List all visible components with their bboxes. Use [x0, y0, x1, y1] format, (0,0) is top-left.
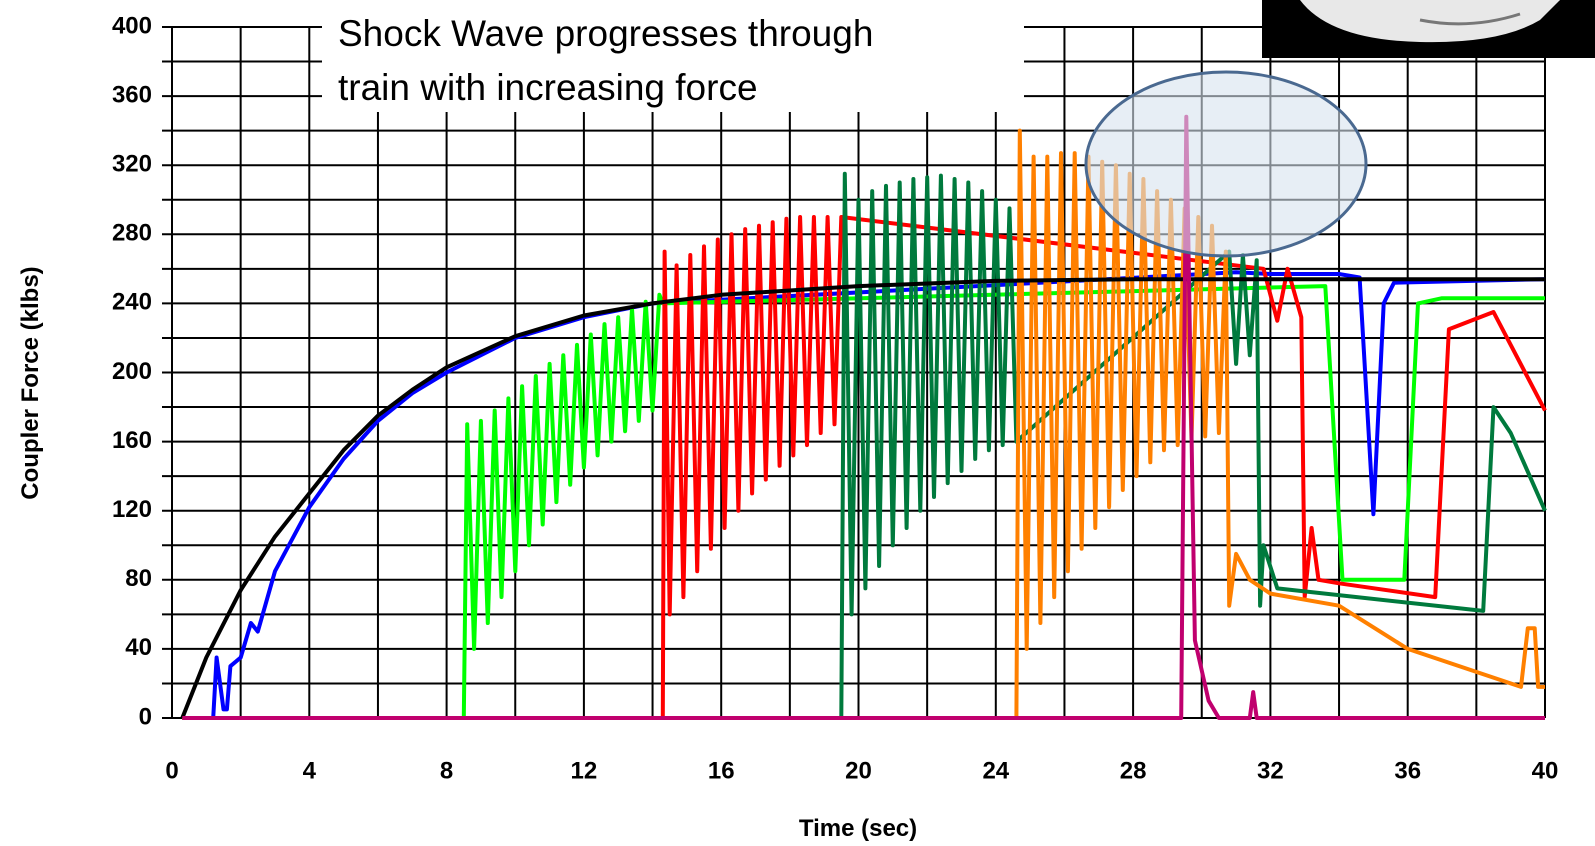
x-tick-label: 4 [303, 757, 317, 784]
highlight-ellipse [1084, 70, 1368, 258]
x-tick-label: 32 [1257, 757, 1284, 784]
data-line [182, 128, 1545, 720]
data-line [182, 114, 1545, 720]
y-tick-label: 80 [125, 565, 152, 592]
axes: 0 4 8 12 16 20 24 28 32 36 40040801201602002402803… [112, 12, 1558, 784]
x-tick-label: 24 [982, 757, 1009, 784]
y-tick-label: 400 [112, 12, 152, 39]
x-tick-label: 8 [440, 757, 453, 784]
y-tick-label: 360 [112, 81, 152, 108]
annotation-line: Shock Wave progresses through [338, 13, 873, 54]
y-tick-label: 280 [112, 220, 152, 247]
y-tick-label: 40 [125, 634, 152, 661]
y-axis-title: Coupler Force (klbs) [17, 266, 44, 499]
x-tick-label: 36 [1394, 757, 1421, 784]
data-line [182, 215, 1547, 720]
x-tick-label: 12 [571, 757, 598, 784]
x-tick-label: 16 [708, 757, 735, 784]
y-tick-label: 120 [112, 496, 152, 523]
y-tick-label: 160 [112, 427, 152, 454]
data-line [180, 277, 1545, 719]
data-line [182, 171, 1547, 720]
plot-lines [180, 114, 1547, 720]
annotation-box [322, 0, 1024, 112]
corner-image [1262, 0, 1595, 58]
y-tick-label: 240 [112, 289, 152, 316]
x-tick-label: 20 [845, 757, 872, 784]
x-axis-title: Time (sec) [799, 815, 917, 842]
x-tick-label: 28 [1120, 757, 1147, 784]
annotation-line: train with increasing force [338, 67, 758, 108]
y-tick-label: 200 [112, 358, 152, 385]
x-tick-label: 40 [1532, 757, 1559, 784]
y-tick-label: 0 [139, 703, 152, 730]
x-tick-label: 0 [165, 757, 178, 784]
y-tick-label: 320 [112, 151, 152, 178]
